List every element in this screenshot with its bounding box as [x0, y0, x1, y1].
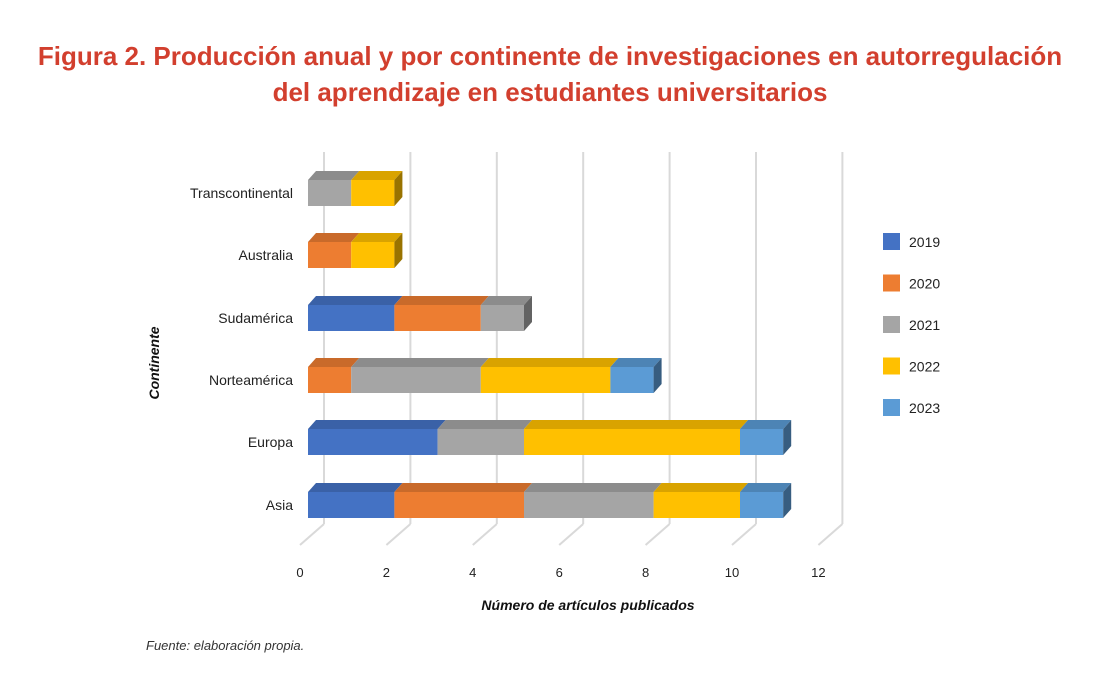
bar-segment	[308, 242, 352, 268]
bar-top-face	[394, 483, 532, 492]
bar-top-face	[524, 483, 662, 492]
chart-title: Figura 2. Producción anual y por contine…	[0, 38, 1100, 110]
bar-top-face	[351, 233, 403, 242]
bar-segment	[740, 429, 784, 455]
legend-label: 2019	[909, 234, 940, 250]
bar-top-face	[653, 483, 748, 492]
gridline-floor	[299, 523, 325, 546]
legend-label: 2023	[909, 400, 940, 416]
x-tick-label: 8	[642, 565, 649, 580]
bar-top-face	[480, 358, 619, 367]
gridline-floor	[385, 523, 412, 546]
bar-top-face	[308, 358, 360, 367]
bar-side-face	[783, 483, 792, 518]
bar-segment	[351, 242, 395, 268]
bar-segment	[524, 429, 740, 455]
bar-segment	[351, 180, 395, 206]
gridline-floor	[644, 523, 671, 546]
legend-swatch	[883, 316, 900, 333]
legend-label: 2021	[909, 317, 940, 333]
legend-swatch	[883, 233, 900, 250]
y-category-label: Australia	[239, 247, 294, 263]
chart-title-line-2: del aprendizaje en estudiantes universit…	[272, 77, 828, 107]
bar-segment	[437, 429, 524, 455]
bar-top-face	[740, 420, 792, 429]
bar-top-face	[308, 233, 360, 242]
y-category-label: Asia	[266, 497, 293, 513]
chart-title-line-1: Figura 2. Producción anual y por contine…	[37, 41, 1063, 71]
bar-segment	[308, 305, 395, 331]
bar-segment	[394, 492, 524, 518]
bar-top-face	[437, 420, 532, 429]
gridline-floor	[731, 523, 757, 546]
bar-top-face	[524, 420, 748, 429]
x-axis-title: Número de artículos publicados	[481, 597, 694, 613]
y-category-label: Sudamérica	[218, 310, 293, 326]
bar-top-face	[480, 296, 532, 305]
gridlines	[299, 152, 844, 546]
axis-labels: 0 2 4 6 8 10 12 Transcontinental Australia Sudamé…	[190, 185, 826, 580]
bar-segment	[480, 305, 524, 331]
y-axis-title: Continente	[146, 326, 162, 399]
bar-top-face	[351, 358, 489, 367]
bar-side-face	[394, 171, 403, 206]
bar-segment	[480, 367, 611, 393]
bar-segment	[308, 180, 352, 206]
y-category-label: Europa	[248, 434, 293, 450]
x-tick-label: 12	[811, 565, 825, 580]
bar-top-face	[351, 171, 403, 180]
x-tick-label: 6	[556, 565, 563, 580]
bar-top-face	[610, 358, 662, 367]
source-note: Fuente: elaboración propia.	[146, 638, 305, 653]
bar-side-face	[524, 296, 532, 331]
bar-top-face	[308, 420, 446, 429]
bar-segment	[351, 367, 481, 393]
bar-segment	[394, 305, 481, 331]
bar-top-face	[394, 296, 489, 305]
bar-segment	[524, 492, 654, 518]
y-category-label: Transcontinental	[190, 185, 293, 201]
gridline-floor	[558, 523, 584, 546]
x-tick-label: 0	[296, 565, 303, 580]
legend-swatch	[883, 274, 900, 292]
y-category-label: Norteamérica	[209, 372, 293, 388]
bar-side-face	[653, 358, 662, 393]
bar-segment	[308, 429, 438, 455]
bar-segment	[653, 492, 740, 518]
legend-swatch	[883, 399, 900, 416]
legend-label: 2020	[909, 276, 940, 292]
bar-top-face	[308, 296, 403, 305]
legend: 2019 2020 2021 2022 2023	[883, 233, 940, 416]
bar-top-face	[308, 483, 403, 492]
bars	[308, 171, 792, 518]
bar-segment	[610, 367, 654, 393]
bar-top-face	[740, 483, 792, 492]
bar-side-face	[394, 233, 403, 268]
legend-label: 2022	[909, 359, 940, 375]
gridline-floor	[472, 523, 498, 546]
x-tick-label: 10	[725, 565, 739, 580]
gridline-floor	[817, 523, 844, 546]
bar-segment	[308, 367, 352, 393]
bar-segment	[740, 492, 784, 518]
bar-top-face	[308, 171, 360, 180]
x-tick-label: 2	[383, 565, 390, 580]
x-tick-label: 4	[469, 565, 476, 580]
legend-swatch	[883, 357, 900, 375]
bar-segment	[308, 492, 395, 518]
bar-side-face	[783, 420, 792, 455]
